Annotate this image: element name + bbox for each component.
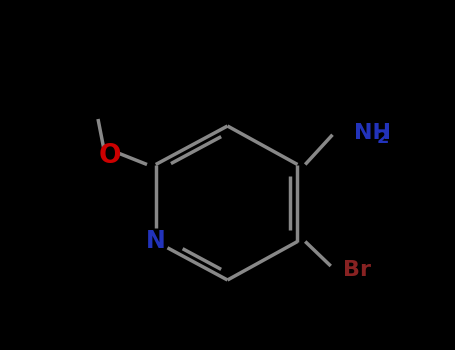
Text: N: N [146,230,166,253]
Text: Br: Br [343,259,371,280]
Text: NH: NH [354,123,390,143]
Text: O: O [99,143,121,169]
Text: 2: 2 [376,129,389,147]
